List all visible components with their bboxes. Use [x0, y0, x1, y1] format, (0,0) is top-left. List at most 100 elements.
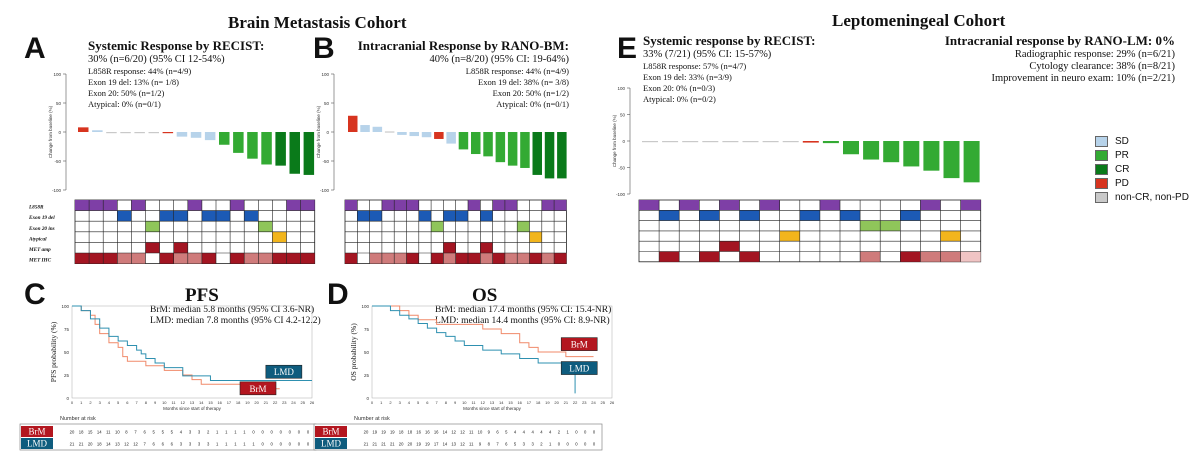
waterfall-bar: [384, 131, 395, 133]
waterfall-bar: [78, 127, 89, 132]
mutation-cell-l858r: [719, 200, 740, 211]
risk-value: 19: [381, 430, 386, 435]
x-tick-label: 20: [554, 400, 559, 405]
risk-value: 1: [225, 442, 228, 447]
km-curve-lmd: [72, 305, 312, 382]
met-ihc-cell: [541, 253, 555, 264]
mutation-cell-l858r: [492, 200, 505, 211]
risk-value: 10: [115, 430, 120, 435]
waterfall-bar: [544, 132, 555, 179]
risk-value: 21: [390, 442, 395, 447]
legend-item: SD: [1095, 136, 1129, 147]
met-ihc-cell: [117, 253, 132, 264]
panel-letter-d: D: [327, 278, 349, 311]
risk-value: 1: [216, 430, 219, 435]
risk-value: 20: [364, 430, 369, 435]
y-tick-label: 0: [58, 130, 61, 135]
risk-title: Number at risk: [354, 416, 390, 422]
y-axis-label: Change from baseline (%): [612, 114, 617, 167]
risk-value: 10: [478, 430, 483, 435]
met-ihc-cell: [300, 253, 315, 264]
waterfall-bar: [421, 132, 432, 138]
mutation-cell-l858r: [920, 200, 941, 211]
risk-value: 0: [307, 442, 310, 447]
legend-item: PR: [1095, 150, 1129, 161]
risk-value: 1: [225, 430, 228, 435]
risk-value: 0: [298, 430, 301, 435]
grid-row-label: MET IHC: [28, 258, 52, 264]
risk-value: 14: [443, 430, 448, 435]
waterfall-bar: [682, 141, 699, 143]
met-ihc-cell: [230, 253, 245, 264]
risk-value: 7: [143, 442, 146, 447]
waterfall-bar: [372, 126, 383, 132]
risk-value: 21: [70, 442, 75, 447]
x-tick-label: 0: [71, 400, 74, 405]
risk-value: 0: [593, 430, 596, 435]
mutation-cell-l858r: [230, 200, 245, 211]
risk-value: 2: [558, 430, 561, 435]
x-tick-label: 19: [245, 400, 250, 405]
mutation-cell-l858r: [504, 200, 518, 211]
met-ihc-cell: [258, 253, 273, 264]
mutation-cell-l858r: [759, 200, 780, 211]
risk-value: 1: [567, 430, 570, 435]
panel-letter-c: C: [24, 278, 46, 311]
risk-value: 16: [425, 430, 430, 435]
mutation-cell-l858r: [131, 200, 146, 211]
risk-value: 6: [153, 442, 156, 447]
mutation-cell-l858r: [103, 200, 118, 211]
mutation-cell: [455, 210, 468, 222]
risk-value: 0: [593, 442, 596, 447]
mutation-cell: [216, 210, 231, 222]
x-tick-label: 8: [445, 400, 448, 405]
risk-value: 0: [289, 430, 292, 435]
panel-e-line: L858R response: 57% (n=4/7): [643, 61, 747, 71]
risk-value: 9: [488, 430, 491, 435]
mutation-cell: [443, 210, 456, 222]
x-axis-label: Months since start of therapy: [163, 406, 222, 411]
risk-value: 0: [252, 430, 255, 435]
met-ihc-cell: [272, 253, 287, 264]
risk-value: 5: [153, 430, 156, 435]
waterfall-bar: [303, 132, 315, 175]
mutation-cell: [860, 220, 881, 231]
y-axis-label: Change from baseline (%): [48, 105, 53, 158]
risk-value: 12: [451, 430, 456, 435]
mutation-cell-l858r: [345, 200, 358, 211]
waterfall-bar: [742, 141, 759, 143]
x-tick-label: 19: [545, 400, 550, 405]
risk-value: 19: [416, 442, 421, 447]
risk-row-label-bg: [21, 438, 53, 449]
risk-value: 21: [364, 442, 369, 447]
panel-letter-b: B: [313, 32, 335, 65]
risk-value: 5: [505, 430, 508, 435]
panel-a-stats: Systemic Response by RECIST: 30% (n=6/20…: [88, 38, 264, 110]
risk-value: 0: [261, 442, 264, 447]
km-median-brm: BrM: median 17.4 months (95% CI: 15.4-NR…: [435, 305, 612, 315]
waterfall-bar: [106, 132, 117, 134]
waterfall-bar: [722, 141, 739, 143]
met-ihc-cell: [517, 253, 530, 264]
x-tick-label: 12: [181, 400, 186, 405]
km-title-c: PFS: [185, 285, 219, 306]
risk-row-label: BrM: [28, 427, 45, 437]
panel-a-heading: Systemic Response by RECIST:: [88, 38, 265, 53]
legend-label: PR: [1115, 150, 1129, 161]
risk-value: 7: [496, 442, 499, 447]
x-tick-label: 1: [380, 400, 383, 405]
risk-value: 8: [488, 442, 491, 447]
met-ihc-cell: [159, 253, 174, 264]
x-tick-label: 2: [389, 400, 392, 405]
y-tick-label: 100: [617, 86, 625, 91]
x-tick-label: 24: [591, 400, 596, 405]
panel-a-line: Atypical: 0% (n=0/1): [88, 99, 161, 109]
y-tick-label: 50: [56, 101, 62, 106]
x-tick-label: 3: [399, 400, 402, 405]
km-series-label: BrM: [249, 384, 266, 394]
x-tick-label: 5: [417, 400, 420, 405]
met-ihc-cell: [443, 253, 456, 264]
y-tick-label: -100: [52, 188, 62, 193]
